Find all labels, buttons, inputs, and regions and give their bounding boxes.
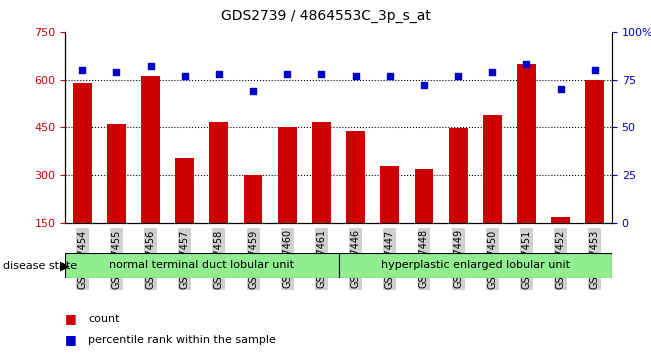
Text: disease state: disease state [3, 261, 77, 271]
Bar [175, 158, 194, 271]
Bar [73, 83, 92, 271]
Point [521, 62, 532, 67]
Point [214, 71, 224, 77]
Point [145, 63, 156, 69]
Bar [107, 124, 126, 271]
Bar [278, 127, 297, 271]
Text: ■: ■ [65, 333, 77, 346]
Point [453, 73, 464, 79]
Point [487, 69, 497, 75]
Bar [210, 122, 229, 271]
Bar [585, 80, 604, 271]
Bar [380, 166, 399, 271]
Bar [141, 76, 160, 271]
Text: normal terminal duct lobular unit: normal terminal duct lobular unit [109, 261, 294, 270]
Bar [483, 115, 502, 271]
Point [111, 69, 122, 75]
Bar [243, 175, 262, 271]
Point [419, 82, 429, 88]
Bar [449, 128, 467, 271]
Text: ▶: ▶ [60, 260, 70, 273]
Bar [517, 64, 536, 271]
Text: count: count [88, 314, 119, 324]
Point [590, 67, 600, 73]
Point [350, 73, 361, 79]
Text: hyperplastic enlarged lobular unit: hyperplastic enlarged lobular unit [381, 261, 570, 270]
Point [555, 86, 566, 92]
Text: percentile rank within the sample: percentile rank within the sample [88, 335, 276, 345]
Point [385, 73, 395, 79]
Point [77, 67, 87, 73]
Text: ■: ■ [65, 312, 77, 325]
Bar [551, 217, 570, 271]
Bar [415, 169, 434, 271]
Bar [346, 131, 365, 271]
Bar [339, 253, 612, 278]
Point [316, 71, 327, 77]
Point [180, 73, 190, 79]
Bar [312, 122, 331, 271]
Text: GDS2739 / 4864553C_3p_s_at: GDS2739 / 4864553C_3p_s_at [221, 9, 430, 23]
Bar [65, 253, 339, 278]
Point [248, 88, 258, 94]
Point [282, 71, 292, 77]
